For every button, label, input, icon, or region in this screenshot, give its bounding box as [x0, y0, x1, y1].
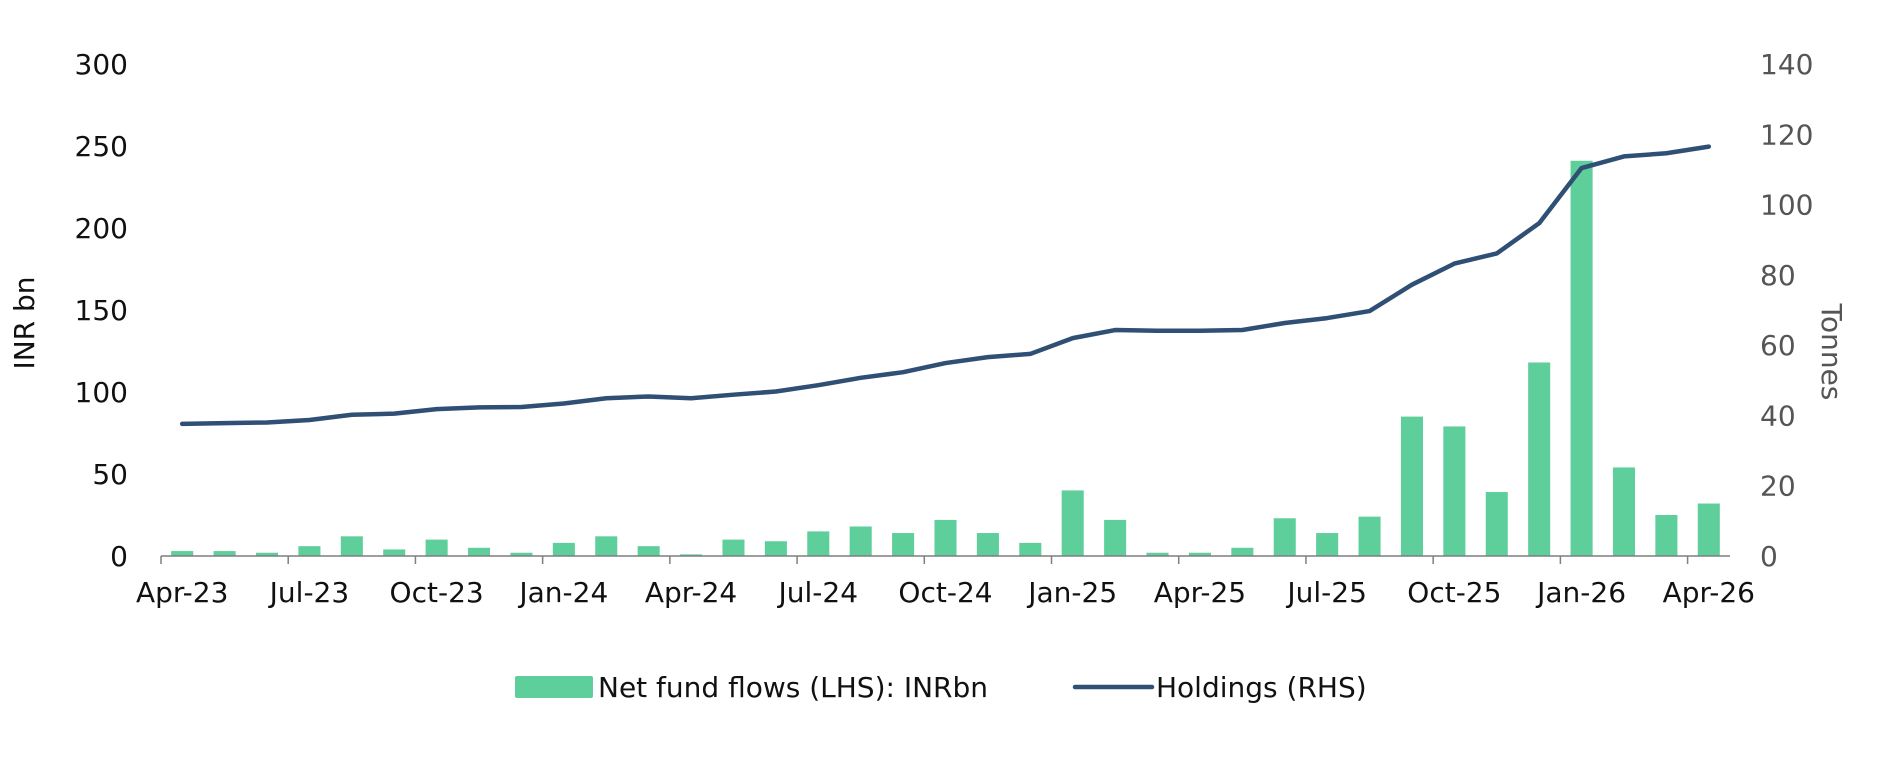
y-axis-left-title: INR bn	[8, 276, 41, 369]
bar-Aug-23	[340, 536, 363, 556]
bar-Jun-24	[764, 541, 787, 556]
y-axis-right: 0 20 40 60 80 100 120 140	[1760, 48, 1813, 573]
bar-Feb-25	[1104, 519, 1127, 556]
bar-Feb-24	[595, 536, 618, 556]
legend-label-holdings: Holdings (RHS)	[1156, 671, 1367, 704]
bar-series-net-fund-flows	[171, 160, 1720, 556]
x-tick-label: Apr-23	[136, 576, 228, 609]
bar-Jul-24	[807, 531, 830, 556]
y-left-tick-label: 250	[75, 130, 128, 163]
holdings-line	[179, 144, 1712, 427]
bar-Oct-24	[934, 519, 957, 556]
bar-Sep-24	[892, 533, 915, 556]
y-right-tick-label: 60	[1760, 329, 1796, 362]
bar-Sep-23	[383, 549, 406, 556]
bar-Sep-25	[1400, 416, 1423, 556]
bar-Jul-23	[298, 546, 321, 556]
x-tick-label: Jan-25	[1026, 576, 1117, 609]
legend-swatch-net-fund-flows	[515, 676, 593, 698]
x-tick-label: Oct-23	[390, 576, 484, 609]
bar-Aug-24	[849, 526, 872, 556]
bar-Nov-25	[1485, 492, 1508, 556]
y-axis-left: 0 50 100 150 200 250 300	[75, 48, 128, 573]
y-left-tick-label: 100	[75, 376, 128, 409]
y-left-tick-label: 150	[75, 294, 128, 327]
y-right-tick-label: 40	[1760, 399, 1796, 432]
bar-May-25	[1231, 547, 1254, 556]
x-tick-label: Oct-25	[1407, 576, 1501, 609]
x-tick-label: Apr-25	[1154, 576, 1246, 609]
bar-Feb-26	[1612, 467, 1636, 556]
y-right-tick-label: 120	[1760, 118, 1813, 151]
bar-Dec-23	[510, 552, 533, 556]
x-tick-label: Jul-25	[1285, 576, 1367, 609]
y-right-tick-label: 140	[1760, 48, 1813, 81]
bar-Jun-23	[255, 552, 279, 556]
legend-label-net-fund-flows: Net fund flows (LHS): INRbn	[598, 671, 988, 704]
bar-May-24	[722, 539, 745, 556]
x-tick-label: Oct-24	[898, 576, 992, 609]
y-right-tick-label: 0	[1760, 540, 1778, 573]
bar-Oct-23	[425, 539, 448, 556]
y-left-tick-label: 200	[75, 212, 128, 245]
bar-Apr-25	[1188, 552, 1211, 556]
bar-Oct-25	[1443, 426, 1466, 556]
legend: Net fund flows (LHS): INRbn Holdings (RH…	[515, 671, 1367, 704]
y-right-tick-label: 80	[1760, 259, 1796, 292]
y-axis-right-title: Tonnes	[1815, 303, 1848, 401]
bar-Jun-25	[1273, 518, 1296, 556]
bar-Mar-25	[1146, 552, 1169, 556]
x-tick-label: Jan-26	[1535, 576, 1626, 609]
y-right-tick-label: 20	[1760, 470, 1796, 503]
x-axis	[160, 555, 1730, 564]
x-tick-labels: Apr-23 Jul-23 Oct-23 Jan-24 Apr-24 Jul-24 Oct-…	[136, 576, 1755, 609]
bar-Apr-23	[171, 551, 194, 556]
bar-Jan-24	[552, 542, 575, 556]
x-tick-label: Jul-23	[268, 576, 350, 609]
bar-Jan-25	[1061, 490, 1084, 556]
y-left-tick-label: 0	[110, 540, 128, 573]
y-left-tick-label: 50	[92, 458, 128, 491]
x-tick-label: Apr-26	[1663, 576, 1755, 609]
bar-Aug-25	[1358, 516, 1381, 556]
bar-Jan-26	[1570, 160, 1593, 556]
bar-Jul-25	[1316, 533, 1339, 556]
bar-Apr-24	[680, 554, 703, 556]
bar-Mar-26	[1655, 515, 1678, 556]
x-tick-label: Apr-24	[645, 576, 737, 609]
bar-Dec-24	[1019, 542, 1042, 556]
y-right-tick-label: 100	[1760, 189, 1813, 222]
x-tick-label: Jul-24	[777, 576, 859, 609]
line-series-holdings	[179, 144, 1712, 427]
x-tick-label: Jan-24	[517, 576, 608, 609]
y-left-tick-label: 300	[75, 48, 128, 81]
bar-Dec-25	[1528, 362, 1551, 556]
bar-Mar-24	[637, 546, 660, 556]
bar-Nov-23	[468, 547, 491, 556]
bar-May-23	[213, 551, 236, 556]
bar-Nov-24	[976, 533, 999, 556]
bar-Apr-26	[1697, 503, 1720, 556]
